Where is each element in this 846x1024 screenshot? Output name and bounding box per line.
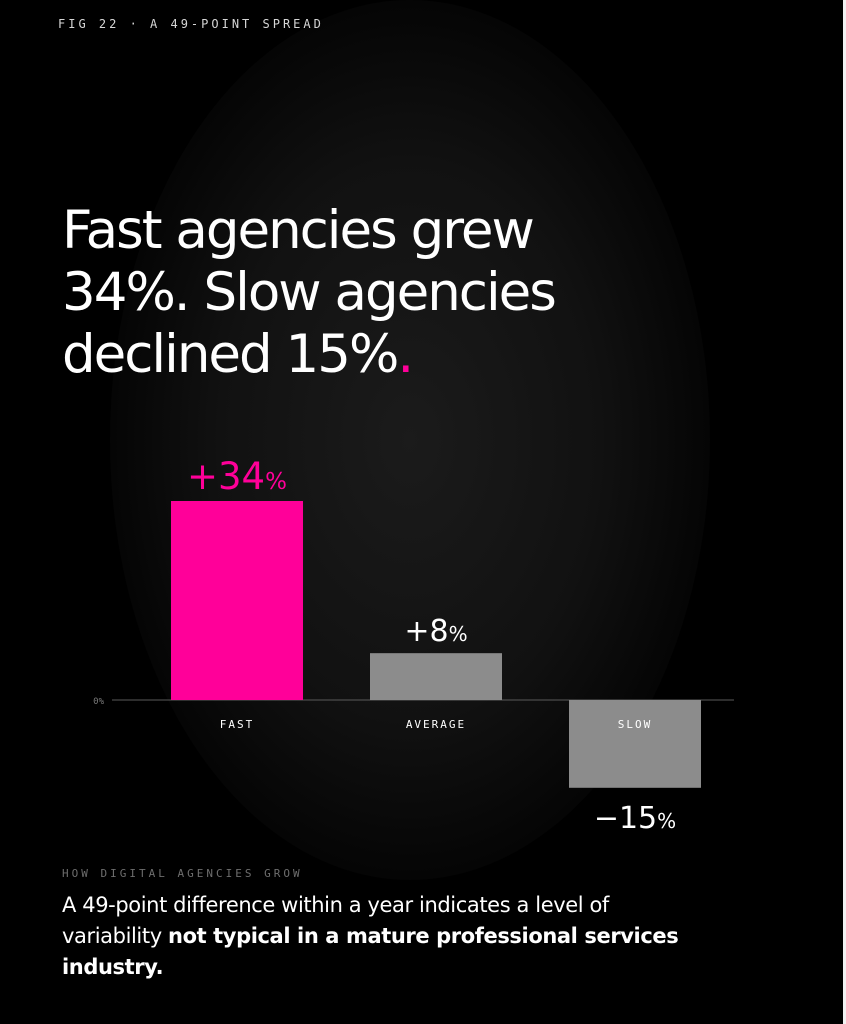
value-number-slow: −15 [594, 801, 657, 836]
headline-line-2: 34%. Slow agencies [62, 262, 557, 323]
headline: Fast agencies grew 34%. Slow agencies de… [62, 200, 762, 386]
value-label-fast: +34% [187, 455, 287, 498]
zero-label: 0% [93, 697, 104, 707]
category-label-slow: SLOW [618, 718, 653, 731]
value-label-average: +8% [404, 614, 467, 649]
figure-label: FIG 22 · A 49-POINT SPREAD [58, 17, 324, 31]
value-unit-average: % [449, 622, 468, 646]
section-label: HOW DIGITAL AGENCIES GROW [62, 867, 303, 880]
value-label-slow: −15% [594, 801, 676, 836]
caption-emphasis: not typical in a mature professional ser… [62, 924, 679, 979]
category-label-average: AVERAGE [406, 718, 466, 731]
caption-text: A 49-point difference within a year indi… [62, 893, 609, 948]
value-unit-fast: % [265, 469, 287, 495]
bar-slow [569, 700, 701, 788]
bar-fast [171, 501, 303, 700]
headline-line-3-text: declined 15% [62, 324, 399, 385]
headline-line-1: Fast agencies grew [62, 200, 535, 261]
headline-line-3: declined 15%. [62, 324, 762, 386]
value-number-fast: +34 [187, 455, 265, 498]
value-unit-slow: % [657, 809, 676, 833]
category-label-fast: FAST [220, 718, 255, 731]
caption: A 49-point difference within a year indi… [62, 890, 702, 983]
bar-chart: 0% FAST +34% AVERAGE +8% SLOW −15% [93, 455, 734, 836]
value-number-average: +8 [404, 614, 448, 649]
bar-average [370, 653, 502, 700]
headline-accent-dot: . [397, 324, 414, 385]
